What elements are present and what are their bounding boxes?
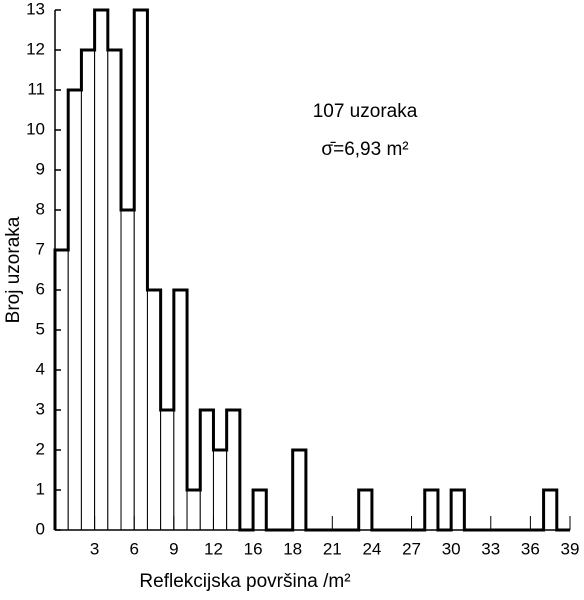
x-tick-label: 18 bbox=[283, 539, 302, 558]
x-tick-label: 6 bbox=[129, 539, 138, 558]
y-tick-label: 5 bbox=[36, 319, 45, 338]
y-tick-label: 10 bbox=[26, 119, 45, 138]
x-tick-label: 30 bbox=[442, 539, 461, 558]
y-tick-label: 12 bbox=[26, 39, 45, 58]
bar bbox=[80, 49, 96, 531]
x-tick-label: 39 bbox=[561, 539, 580, 558]
y-axis-label: Broj uzoraka bbox=[3, 216, 24, 323]
bar bbox=[424, 489, 439, 531]
annotation: σ̄=6,93 m² bbox=[321, 139, 408, 160]
y-tick-label: 11 bbox=[27, 79, 45, 98]
x-tick-label: 33 bbox=[481, 539, 500, 558]
y-tick-label: 2 bbox=[36, 439, 45, 458]
y-tick-label: 7 bbox=[36, 239, 45, 258]
x-tick-label: 3 bbox=[90, 539, 99, 558]
x-tick-label: 12 bbox=[204, 539, 223, 558]
bar bbox=[54, 249, 69, 531]
bar bbox=[94, 9, 109, 531]
x-tick-label: 21 bbox=[323, 539, 342, 558]
x-tick-label: 16 bbox=[244, 539, 263, 558]
bar bbox=[543, 489, 558, 531]
x-axis-label: Reflekcijska površina /m² bbox=[139, 571, 350, 592]
y-tick-label: 6 bbox=[36, 279, 45, 298]
bar bbox=[358, 489, 373, 531]
bar bbox=[212, 449, 228, 531]
bar bbox=[292, 449, 307, 531]
x-tick-label: 9 bbox=[169, 539, 178, 558]
bar bbox=[173, 289, 188, 531]
y-tick-label: 1 bbox=[36, 479, 45, 498]
bar bbox=[226, 409, 241, 531]
annotation: 107 uzoraka bbox=[313, 101, 418, 122]
bar bbox=[146, 289, 162, 531]
x-tick-label: 24 bbox=[362, 539, 381, 558]
bar bbox=[120, 209, 135, 531]
bar bbox=[107, 49, 122, 531]
bar bbox=[199, 409, 214, 531]
bar bbox=[186, 489, 201, 531]
y-tick-label: 8 bbox=[36, 199, 45, 218]
bar bbox=[450, 489, 465, 531]
bar bbox=[133, 9, 148, 531]
x-tick-label: 36 bbox=[521, 539, 540, 558]
y-tick-label: 13 bbox=[26, 0, 45, 18]
y-tick-label: 0 bbox=[36, 519, 45, 538]
y-tick-label: 3 bbox=[36, 399, 45, 418]
bar bbox=[252, 489, 267, 531]
x-tick-label: 27 bbox=[402, 539, 421, 558]
bar bbox=[160, 409, 175, 531]
bar bbox=[67, 89, 82, 531]
y-tick-label: 4 bbox=[36, 359, 45, 378]
y-tick-label: 9 bbox=[36, 159, 45, 178]
